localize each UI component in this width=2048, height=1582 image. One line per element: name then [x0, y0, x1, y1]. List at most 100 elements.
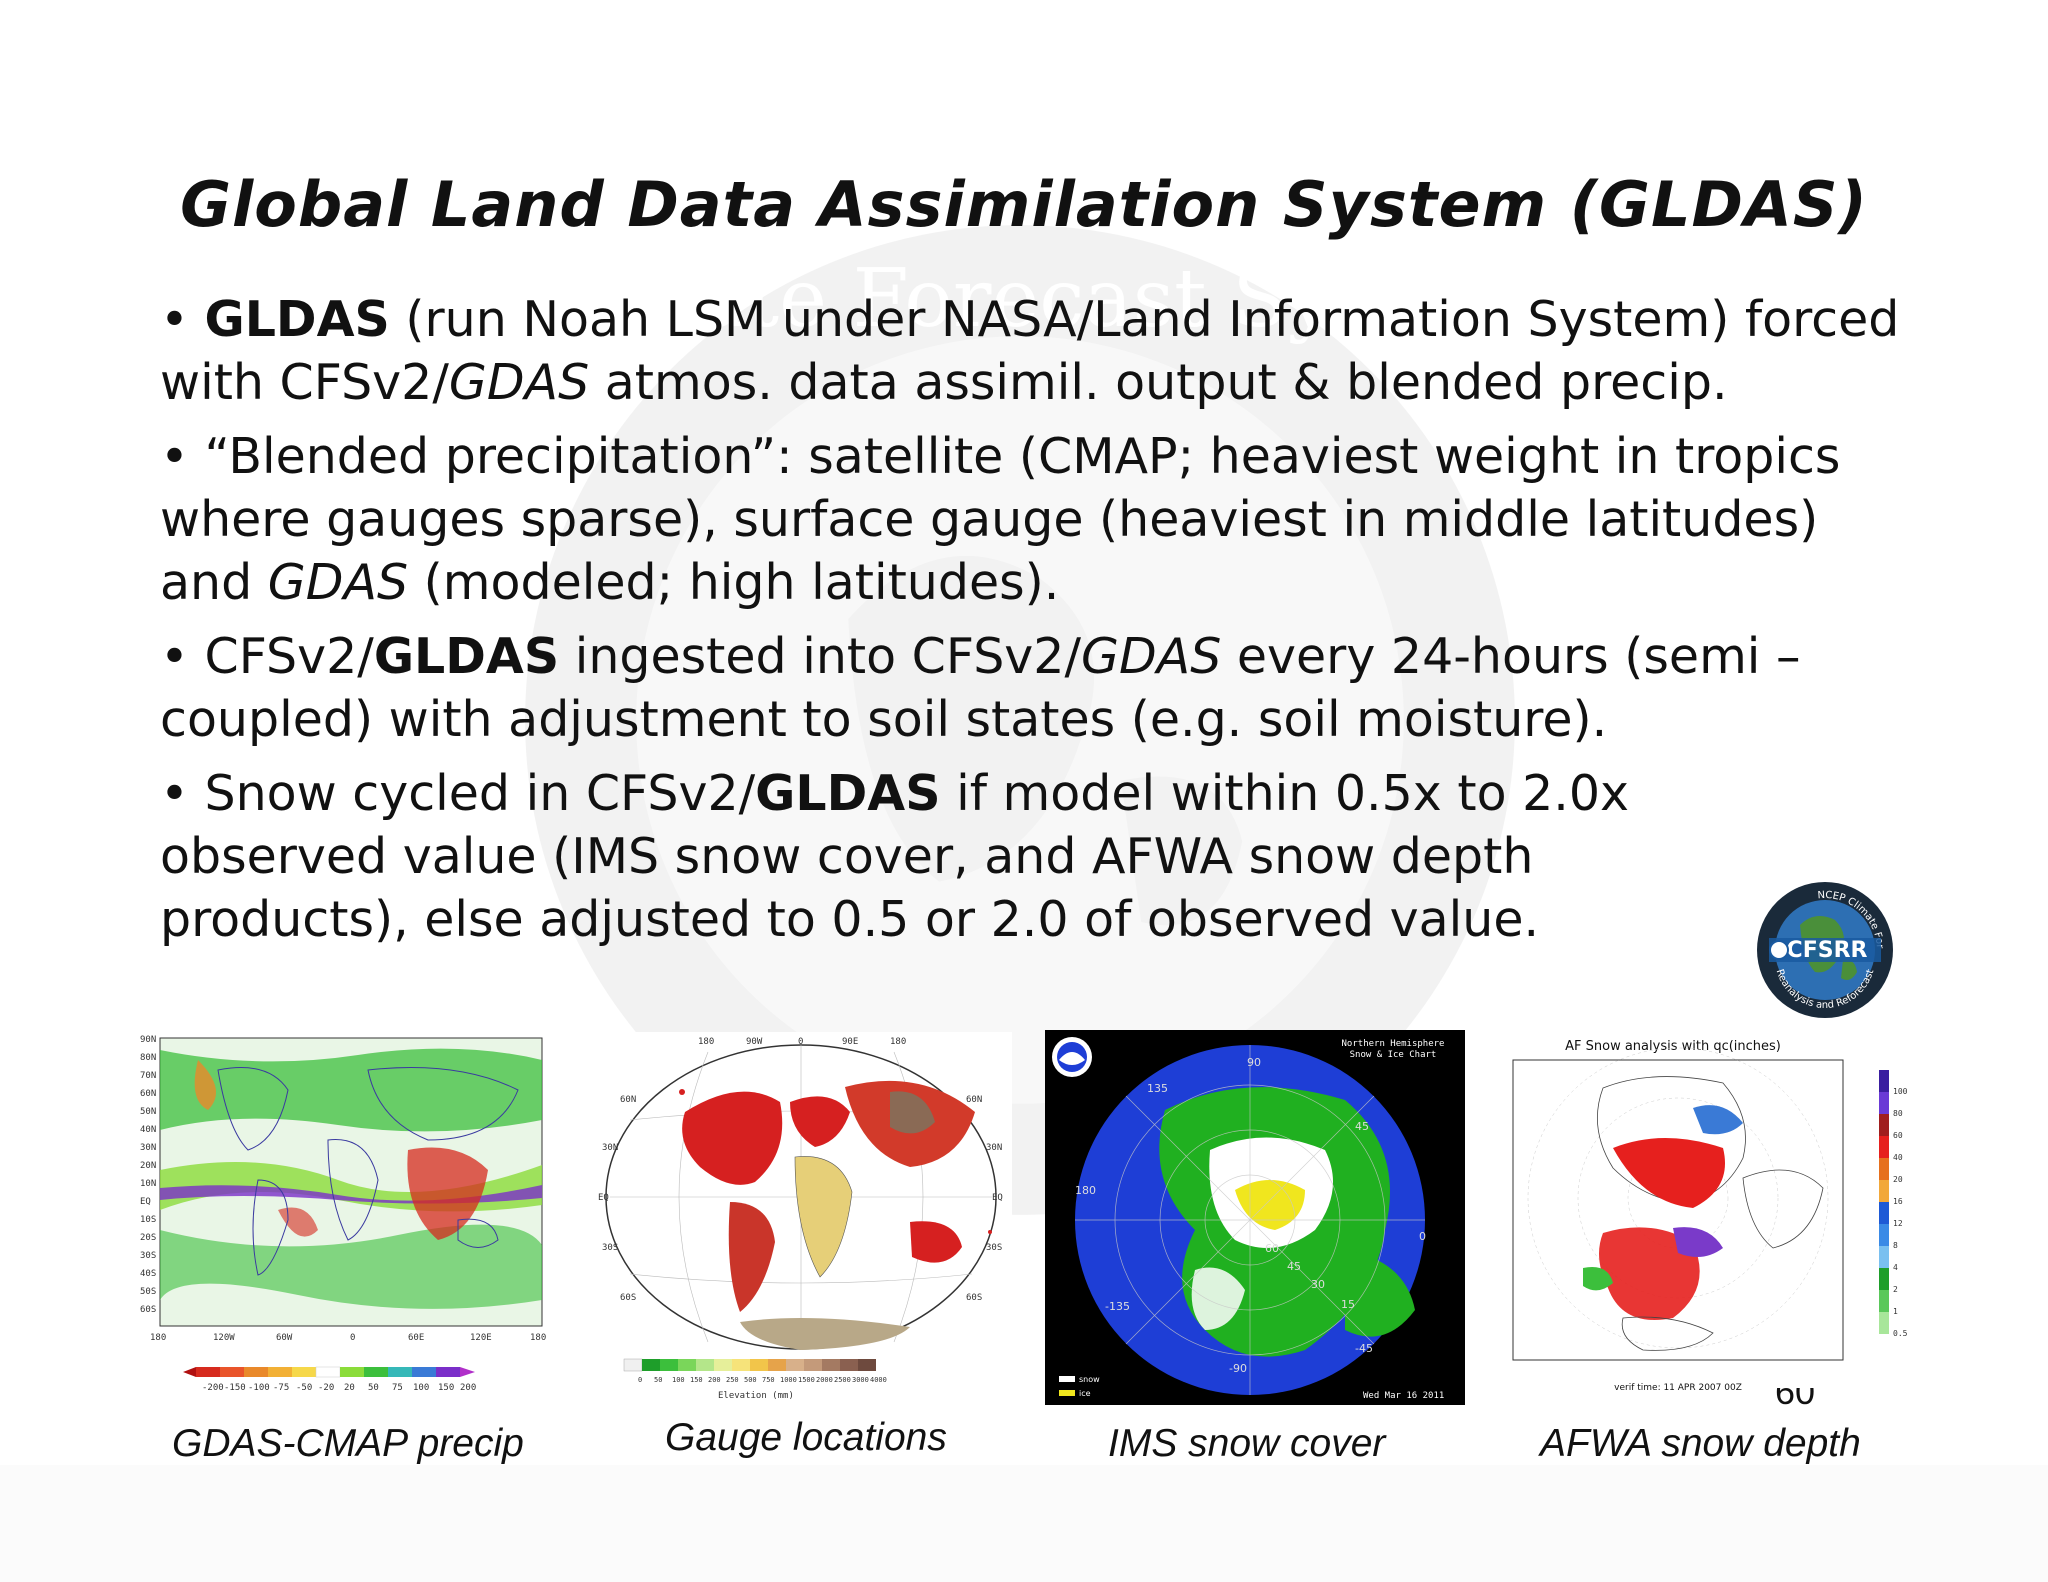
afwa-colorbar-labels: 100 80 60 40 20 16 12 8 4 2 1 0.5 — [1893, 1087, 1908, 1338]
svg-text:1500: 1500 — [798, 1376, 815, 1384]
svg-text:-100: -100 — [248, 1383, 270, 1393]
svg-text:60S: 60S — [966, 1293, 982, 1303]
precip-panel: 90N 80N 70N 60N 50N 40N 30N 20N 10N EQ 1… — [138, 1030, 550, 1410]
ims-legend-ice: ice — [1079, 1389, 1091, 1398]
svg-text:0: 0 — [1419, 1230, 1426, 1243]
svg-text:60N: 60N — [140, 1089, 156, 1099]
page-number: 60 — [1775, 1388, 1816, 1410]
svg-text:45: 45 — [1287, 1260, 1301, 1273]
svg-text:-135: -135 — [1105, 1300, 1130, 1313]
afwa-colorbar — [1879, 1070, 1889, 1334]
svg-text:250: 250 — [726, 1376, 739, 1384]
svg-text:-75: -75 — [273, 1383, 289, 1393]
precip-lat-labels: 90N 80N 70N 60N 50N 40N 30N 20N 10N EQ 1… — [140, 1035, 156, 1315]
caption-precip: GDAS-CMAP precip — [172, 1422, 524, 1465]
gauge-left-labels: 60N 30N EQ 30S 60S — [598, 1095, 636, 1303]
svg-text:20: 20 — [344, 1383, 355, 1393]
svg-text:20: 20 — [1893, 1175, 1903, 1184]
svg-text:4000: 4000 — [870, 1376, 887, 1384]
precip-map: 90N 80N 70N 60N 50N 40N 30N 20N 10N EQ 1… — [138, 1030, 550, 1410]
svg-text:30S: 30S — [602, 1243, 618, 1253]
gauge-right-labels: 60N 30N EQ 30S 60S — [966, 1095, 1003, 1303]
svg-text:90W: 90W — [746, 1037, 763, 1047]
ims-grid-labels: 90 135 45 180 60 45 30 15 0 -135 -45 -90 — [1075, 1056, 1426, 1375]
ims-legend-snow: snow — [1079, 1375, 1100, 1384]
svg-text:180: 180 — [150, 1333, 166, 1343]
svg-text:30S: 30S — [986, 1243, 1002, 1253]
svg-text:EQ: EQ — [140, 1197, 151, 1207]
svg-text:15: 15 — [1341, 1298, 1355, 1311]
bullet-list: • GLDAS (run Noah LSM under NASA/Land In… — [160, 288, 1920, 962]
ims-header-1: Northern Hemisphere — [1342, 1039, 1445, 1049]
svg-text:60E: 60E — [408, 1333, 424, 1343]
svg-text:8: 8 — [1893, 1241, 1898, 1250]
svg-text:120W: 120W — [213, 1333, 235, 1343]
afwa-map: AF Snow analysis with qc(inches) — [1493, 1028, 1913, 1398]
svg-text:0: 0 — [350, 1333, 355, 1343]
svg-text:90E: 90E — [842, 1037, 858, 1047]
svg-text:70N: 70N — [140, 1071, 156, 1081]
svg-text:10N: 10N — [140, 1179, 156, 1189]
svg-text:30N: 30N — [140, 1143, 156, 1153]
logo-cfsrr-text: CFSRR — [1787, 938, 1868, 963]
svg-text:135: 135 — [1147, 1082, 1168, 1095]
svg-text:90: 90 — [1247, 1056, 1261, 1069]
bullet-3: • CFSv2/GLDAS ingested into CFSv2/GDAS e… — [160, 628, 1801, 748]
noaa-logo-text: NOAA — [1065, 1056, 1080, 1062]
bottom-band — [0, 1465, 2048, 1582]
svg-text:EQ: EQ — [598, 1193, 609, 1203]
svg-text:50: 50 — [654, 1376, 662, 1384]
svg-text:30N: 30N — [986, 1143, 1002, 1153]
ims-date: Wed Mar 16 2011 — [1363, 1391, 1444, 1401]
svg-text:60W: 60W — [276, 1333, 293, 1343]
svg-text:30S: 30S — [140, 1251, 156, 1261]
svg-text:-50: -50 — [296, 1383, 312, 1393]
svg-text:100: 100 — [1893, 1087, 1908, 1096]
gauge-colorbar — [623, 1358, 876, 1372]
svg-text:60N: 60N — [620, 1095, 636, 1105]
bullet-4: • Snow cycled in CFSv2/GLDAS if model wi… — [160, 765, 1630, 948]
gauge-top-labels: 180 90W 0 90E 180 — [698, 1037, 906, 1047]
bullet-2: • “Blended precipitation”: satellite (CM… — [160, 428, 1841, 611]
svg-text:-200: -200 — [202, 1383, 224, 1393]
precip-colorbar — [183, 1366, 475, 1378]
svg-text:2000: 2000 — [816, 1376, 833, 1384]
gauge-map: 180 90W 0 90E 180 60N 30N EQ 30S 60S 60N… — [590, 1032, 1012, 1412]
svg-text:2500: 2500 — [834, 1376, 851, 1384]
svg-text:40N: 40N — [140, 1125, 156, 1135]
svg-text:40: 40 — [1893, 1153, 1903, 1162]
svg-text:100: 100 — [672, 1376, 685, 1384]
svg-text:60N: 60N — [966, 1095, 982, 1105]
svg-text:60S: 60S — [620, 1293, 636, 1303]
svg-text:60S: 60S — [140, 1305, 156, 1315]
svg-text:150: 150 — [438, 1383, 454, 1393]
svg-text:30: 30 — [1311, 1278, 1325, 1291]
svg-text:200: 200 — [708, 1376, 721, 1384]
precip-lon-labels: 180 120W 60W 0 60E 120E 180 — [150, 1333, 546, 1343]
svg-text:50S: 50S — [140, 1287, 156, 1297]
svg-text:180: 180 — [890, 1037, 906, 1047]
svg-text:10S: 10S — [140, 1215, 156, 1225]
svg-text:50N: 50N — [140, 1107, 156, 1117]
svg-text:75: 75 — [392, 1383, 403, 1393]
svg-text:90N: 90N — [140, 1035, 156, 1045]
caption-ims: IMS snow cover — [1108, 1422, 1386, 1465]
bullet-1: • GLDAS (run Noah LSM under NASA/Land In… — [160, 291, 1900, 411]
ims-panel: NOAA Northern Hemisphere Snow & Ice Char… — [1045, 1030, 1465, 1405]
svg-text:-45: -45 — [1355, 1342, 1373, 1355]
svg-text:45: 45 — [1355, 1120, 1369, 1133]
caption-afwa: AFWA snow depth — [1540, 1422, 1861, 1465]
svg-text:60: 60 — [1893, 1131, 1903, 1140]
precip-colorbar-labels: -200 -150 -100 -75 -50 -20 20 50 75 100 … — [202, 1383, 476, 1393]
svg-text:20S: 20S — [140, 1233, 156, 1243]
svg-text:180: 180 — [530, 1333, 546, 1343]
svg-text:0.5: 0.5 — [1893, 1329, 1908, 1338]
svg-text:4: 4 — [1893, 1263, 1898, 1272]
svg-text:-20: -20 — [318, 1383, 334, 1393]
svg-text:2: 2 — [1893, 1285, 1898, 1294]
gauge-panel: 180 90W 0 90E 180 60N 30N EQ 30S 60S 60N… — [590, 1032, 1012, 1412]
gauge-colorbar-labels: 0 50 100 150 200 250 500 750 1000 1500 2… — [638, 1376, 887, 1384]
ims-map: NOAA Northern Hemisphere Snow & Ice Char… — [1045, 1030, 1465, 1405]
svg-text:1000: 1000 — [780, 1376, 797, 1384]
